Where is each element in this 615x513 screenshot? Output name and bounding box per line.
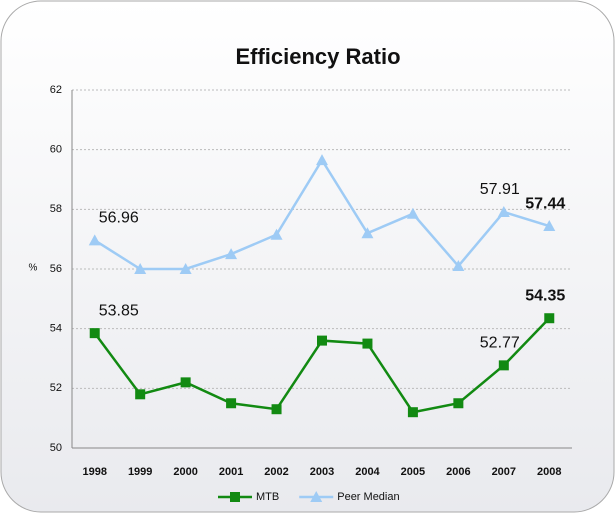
data-point bbox=[135, 389, 146, 400]
y-tick-label: 60 bbox=[50, 144, 62, 156]
x-tick-label: 2001 bbox=[219, 466, 243, 478]
x-tick-label: 2007 bbox=[492, 466, 516, 478]
x-tick-label: 2004 bbox=[355, 466, 380, 478]
y-axis-label: % bbox=[29, 263, 38, 274]
data-label: 56.96 bbox=[99, 210, 139, 227]
data-label: 57.91 bbox=[480, 181, 520, 198]
data-point bbox=[362, 338, 373, 349]
data-point bbox=[497, 206, 510, 218]
data-point bbox=[134, 263, 147, 274]
data-label: 52.77 bbox=[480, 335, 520, 352]
data-label: 54.35 bbox=[525, 287, 565, 304]
x-tick-label: 2006 bbox=[446, 466, 470, 478]
data-point bbox=[543, 220, 556, 232]
y-tick-label: 52 bbox=[50, 382, 62, 394]
data-point bbox=[180, 377, 191, 388]
y-tick-label: 54 bbox=[50, 323, 62, 335]
data-label: 57.44 bbox=[525, 195, 565, 212]
y-tick-label: 58 bbox=[50, 203, 62, 215]
x-tick-label: 1998 bbox=[82, 466, 106, 478]
data-point bbox=[179, 263, 192, 274]
data-point bbox=[226, 398, 237, 409]
data-point bbox=[88, 234, 101, 246]
data-point bbox=[406, 207, 419, 219]
legend-marker bbox=[310, 491, 323, 502]
data-point bbox=[498, 360, 509, 371]
legend-marker bbox=[230, 492, 240, 502]
data-point bbox=[270, 228, 283, 240]
x-tick-label: 2002 bbox=[264, 466, 288, 478]
x-tick-label: 2005 bbox=[401, 466, 425, 478]
y-tick-label: 56 bbox=[50, 263, 62, 275]
chart-title: Efficiency Ratio bbox=[235, 44, 400, 69]
legend-label: MTB bbox=[256, 491, 279, 503]
data-point bbox=[225, 248, 238, 260]
y-tick-label: 62 bbox=[50, 84, 62, 96]
data-point bbox=[407, 407, 418, 418]
data-point bbox=[452, 260, 465, 272]
legend-label: Peer Median bbox=[337, 491, 399, 503]
x-tick-label: 1999 bbox=[128, 466, 152, 478]
data-point bbox=[316, 154, 328, 166]
x-tick-label: 2000 bbox=[173, 466, 197, 478]
data-point bbox=[89, 328, 100, 339]
x-tick-label: 2008 bbox=[537, 466, 561, 478]
data-point bbox=[361, 227, 374, 239]
data-point bbox=[544, 313, 555, 324]
y-tick-label: 50 bbox=[50, 442, 62, 454]
x-tick-label: 2003 bbox=[310, 466, 334, 478]
data-point bbox=[271, 404, 282, 415]
data-point bbox=[317, 335, 327, 346]
data-point bbox=[453, 398, 464, 409]
data-label: 53.85 bbox=[99, 302, 139, 319]
